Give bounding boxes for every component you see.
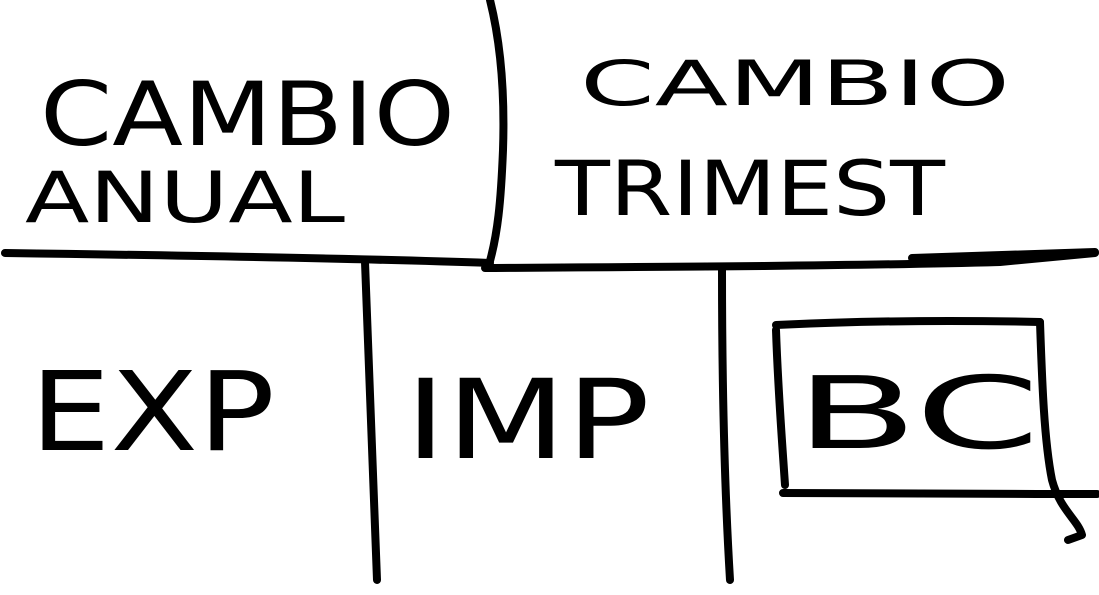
- annual-title-line2: ANUAL: [25, 157, 345, 239]
- bc-label: BC: [795, 355, 1040, 472]
- quarterly-title-line2: TRIMEST: [554, 144, 946, 233]
- horizontal-divider-left: [1, 249, 494, 267]
- exp-label: EXP: [30, 348, 275, 476]
- imp-label: IMP: [405, 356, 650, 484]
- top-divider-line: [484, 0, 508, 272]
- vertical-divider-imp-bc: [718, 266, 734, 584]
- vertical-divider-exp-imp: [361, 258, 381, 584]
- quarterly-title-line1: CAMBIO: [580, 47, 1010, 120]
- bc-box-right: [1036, 318, 1086, 544]
- bc-box-left: [772, 326, 789, 489]
- horizontal-divider-tail: [908, 248, 1099, 262]
- annual-title-line1: CAMBIO: [40, 63, 455, 166]
- bc-box: [772, 317, 1099, 544]
- bc-box-top: [772, 317, 1044, 329]
- bc-box-bottom: [779, 489, 1099, 498]
